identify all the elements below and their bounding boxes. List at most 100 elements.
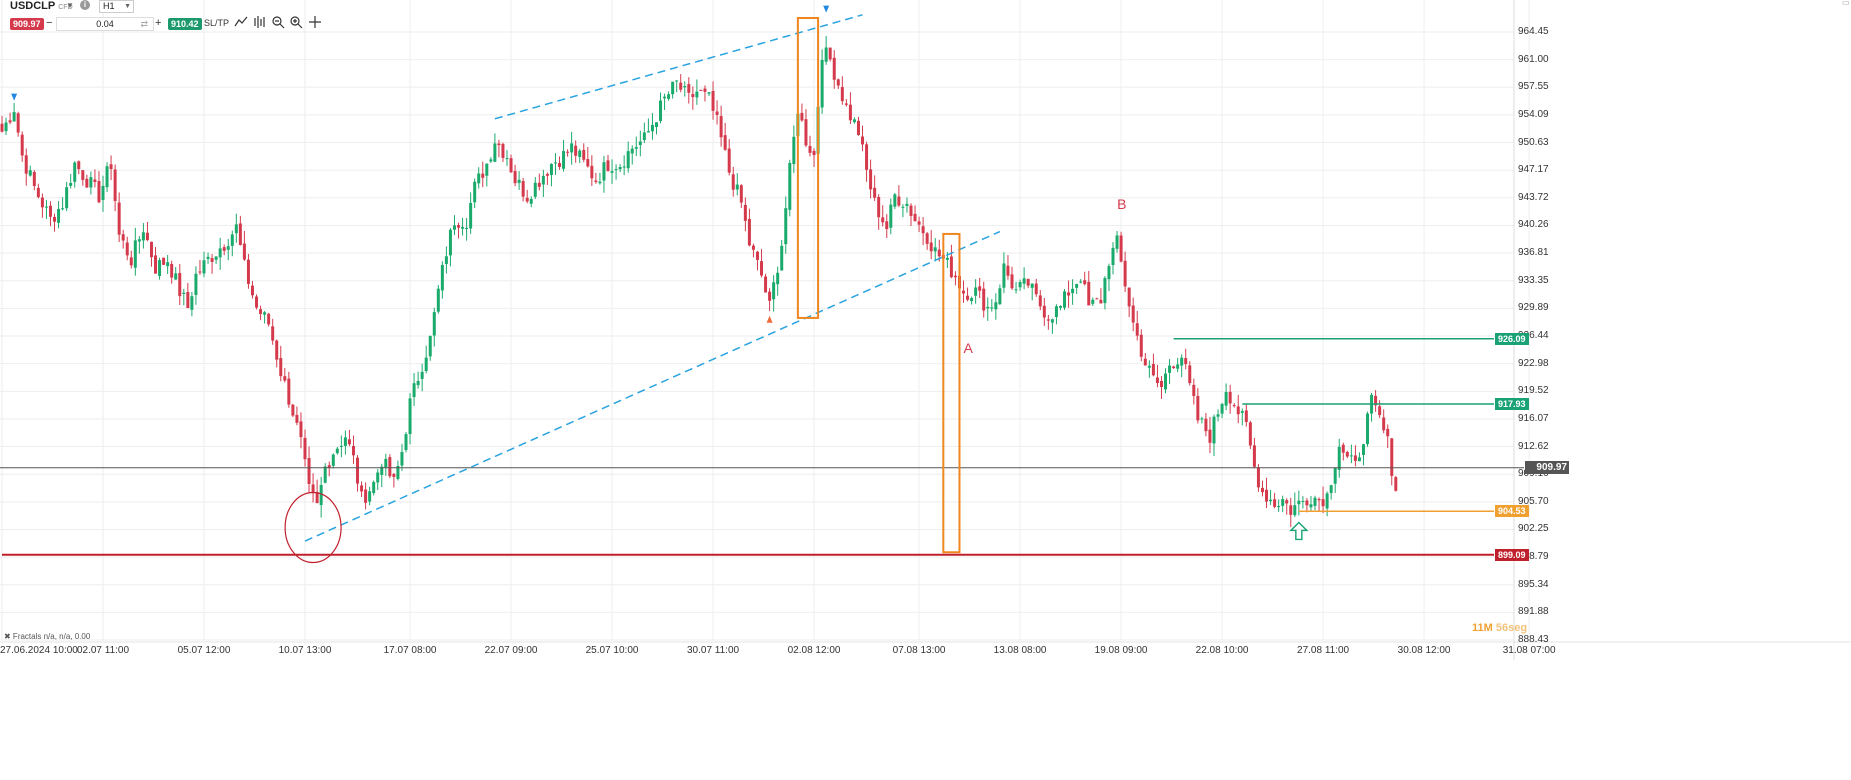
candle-body (242, 243, 246, 260)
timeframe-select[interactable]: H1 ▼ (99, 0, 134, 13)
candle-body (913, 213, 917, 222)
symbol-dropdown-icon[interactable]: ▼ (66, 1, 74, 10)
candle-body (351, 445, 355, 456)
candle-body (695, 91, 699, 98)
crosshair-icon[interactable] (308, 15, 322, 29)
candle-body (844, 103, 848, 105)
candle-body (881, 217, 885, 223)
candle-body (925, 233, 929, 244)
candle-body (319, 485, 323, 506)
candle-body (768, 291, 772, 301)
decrease-quantity-button[interactable]: − (46, 17, 53, 29)
candle-body (885, 221, 889, 230)
candle-body (44, 206, 48, 208)
candle-body (97, 180, 101, 203)
x-tick-label: 31.08 07:00 (1502, 645, 1556, 656)
candle-body (1164, 373, 1168, 390)
candle-body (234, 224, 238, 234)
level-price-tag: 926.09 (1495, 332, 1529, 345)
candle-body (1180, 357, 1184, 366)
candle-body (505, 158, 509, 160)
candle-body (703, 88, 707, 92)
candle-body (909, 205, 913, 216)
candle-body (444, 256, 448, 265)
sell-price-button[interactable]: 909.97 (10, 18, 44, 30)
candle-body (1232, 405, 1236, 407)
candle-body (929, 242, 933, 252)
zoom-out-icon[interactable] (271, 15, 285, 29)
candle-body (537, 182, 541, 187)
sltp-button[interactable]: SL/TP (204, 18, 230, 28)
y-tick-label: 929.89 (1518, 302, 1549, 314)
candle-body (117, 202, 121, 235)
candle-body (521, 181, 525, 197)
candle-body (614, 169, 618, 171)
y-tick-label: 947.17 (1518, 164, 1549, 176)
candle-body (1236, 406, 1240, 415)
candle-body (295, 414, 299, 423)
increase-quantity-button[interactable]: + (155, 17, 162, 29)
symbol-text: USDCLP (10, 0, 56, 12)
candle-body (113, 169, 117, 201)
candle-body (663, 96, 667, 99)
symbol-label[interactable]: USDCLP CFD (10, 0, 73, 12)
y-tick-label: 954.09 (1518, 108, 1549, 120)
candle-body (861, 136, 865, 145)
candle-body (735, 184, 739, 190)
indicators-icon[interactable] (253, 15, 267, 29)
candle-body (335, 448, 339, 454)
candle-body (1123, 260, 1127, 287)
candle-body (654, 122, 658, 127)
buy-price-button[interactable]: 910.42 (168, 18, 202, 30)
candle-body (1325, 493, 1329, 509)
candle-body (1333, 468, 1337, 484)
candle-body (1386, 428, 1390, 437)
candle-body (626, 151, 630, 169)
candle-body (856, 120, 860, 135)
candle-body (1168, 365, 1172, 373)
candle-body (48, 205, 52, 217)
candle-body (836, 79, 840, 86)
candle-body (545, 173, 549, 176)
x-tick-label: 30.07 11:00 (686, 645, 740, 656)
x-tick-label: 25.07 10:00 (585, 645, 639, 656)
candle-body (489, 159, 493, 162)
quantity-input[interactable]: 0.04 ⇄ (56, 17, 154, 31)
candle-body (646, 131, 650, 133)
candle-body (1188, 365, 1192, 384)
info-icon[interactable]: i (80, 0, 90, 10)
candle-body (679, 82, 683, 90)
candle-body (129, 257, 133, 266)
candle-body (986, 306, 990, 309)
candle-body (1014, 289, 1018, 291)
candle-body (675, 80, 679, 82)
candle-body (751, 245, 755, 250)
candle-body (707, 92, 711, 94)
candle-body (562, 151, 566, 169)
highlight-circle (284, 491, 342, 564)
candle-body (283, 376, 287, 381)
candle-body (687, 84, 691, 93)
candle-body (743, 204, 747, 221)
candle-body (61, 208, 65, 210)
line-tool-icon[interactable] (234, 15, 248, 29)
candle-body (1297, 500, 1301, 505)
candle-body (1200, 418, 1204, 420)
candle-body (1252, 445, 1256, 467)
candle-body (1002, 263, 1006, 288)
window-menu-icon[interactable]: ▭ (1842, 0, 1850, 7)
candle-body (404, 434, 408, 451)
y-tick-label: 902.25 (1518, 523, 1549, 535)
candle-body (77, 161, 81, 170)
wave-label: B (1117, 195, 1127, 212)
candle-body (182, 292, 186, 294)
candle-body (1361, 444, 1365, 455)
candle-body (606, 160, 610, 171)
candle-body (1147, 365, 1151, 368)
candle-body (376, 472, 380, 483)
indicator-legend[interactable]: ✖ Fractals n/a, n/a, 0.00 (4, 632, 91, 641)
zoom-in-icon[interactable] (289, 15, 303, 29)
candle-body (436, 288, 440, 312)
candle-body (1127, 287, 1131, 307)
